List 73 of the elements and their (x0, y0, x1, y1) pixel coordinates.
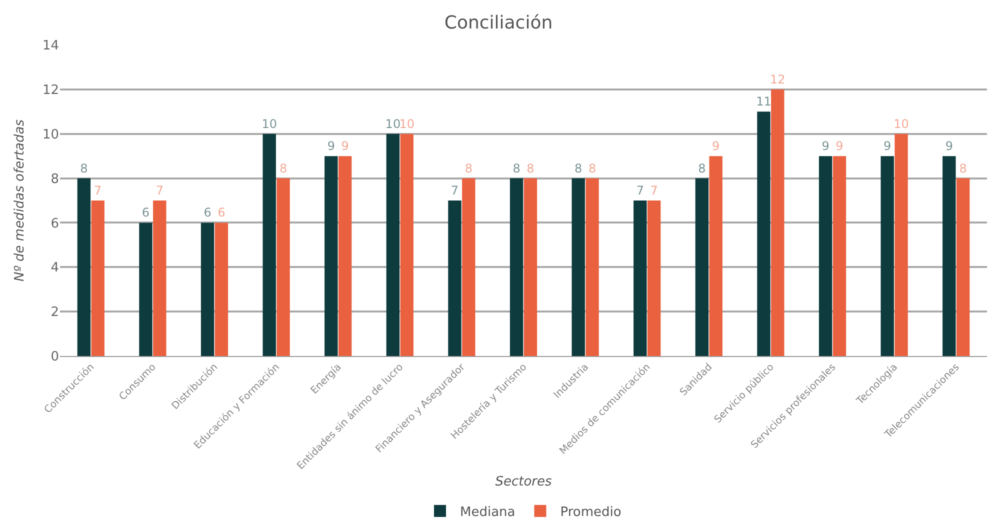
bar (832, 156, 846, 356)
bar (510, 178, 524, 356)
data-label: 8 (526, 161, 534, 176)
bar (634, 200, 647, 356)
bar (139, 222, 152, 356)
bar (262, 134, 276, 356)
data-label: 9 (836, 139, 844, 154)
y-tick-label: 14 (42, 38, 59, 54)
legend-label: Mediana (460, 505, 516, 520)
bar (647, 200, 661, 356)
y-tick-label: 6 (50, 216, 59, 232)
data-label: 9 (822, 139, 830, 154)
bar (771, 89, 784, 356)
y-tick-label: 12 (42, 82, 59, 98)
data-label: 9 (341, 139, 349, 154)
data-label: 9 (884, 139, 892, 154)
bar (214, 222, 228, 356)
data-label: 10 (894, 116, 909, 131)
data-label: 8 (588, 161, 596, 176)
data-label: 6 (204, 206, 212, 220)
bar (153, 200, 166, 356)
bar (338, 156, 352, 356)
data-label: 8 (279, 161, 288, 176)
data-label: 12 (770, 72, 786, 86)
bar (91, 200, 104, 356)
y-tick-label: 10 (42, 127, 59, 142)
data-label: 7 (94, 184, 102, 198)
bar (818, 156, 832, 356)
data-label: 10 (262, 116, 277, 131)
bar (586, 178, 599, 356)
data-label: 9 (327, 139, 335, 154)
bar (695, 178, 709, 356)
x-axis-title: Sectores (495, 474, 552, 490)
y-tick-label: 2 (50, 305, 59, 320)
y-tick-label: 4 (50, 260, 59, 276)
data-label: 10 (399, 116, 414, 131)
data-label: 6 (142, 206, 150, 220)
bar (276, 178, 290, 356)
bar (462, 178, 476, 356)
y-tick-label: 0 (50, 350, 59, 365)
data-label: 8 (574, 161, 582, 176)
bar (200, 222, 214, 356)
bar (709, 156, 722, 356)
data-label: 7 (156, 184, 164, 198)
bar (880, 156, 894, 356)
bar (400, 134, 414, 356)
data-label: 11 (756, 94, 772, 109)
bar (757, 112, 770, 356)
bar (524, 178, 538, 356)
bar (386, 134, 400, 356)
data-label: 7 (650, 184, 658, 198)
data-label: 7 (450, 184, 459, 198)
data-label: 9 (945, 139, 953, 154)
bar (942, 156, 956, 356)
data-label: 8 (959, 161, 967, 176)
legend-label: Promedio (560, 505, 622, 520)
bar (956, 178, 970, 356)
data-label: 6 (218, 206, 226, 220)
data-label: 7 (636, 184, 644, 198)
chart-title: Conciliación (444, 12, 553, 34)
bar (324, 156, 338, 356)
y-axis-title: Nº de medidas ofertadas (12, 119, 28, 282)
y-tick-label: 8 (50, 172, 59, 187)
data-label: 10 (385, 116, 401, 131)
bar (572, 178, 585, 356)
data-label: 8 (80, 161, 88, 176)
data-label: 9 (712, 139, 720, 154)
data-label: 8 (464, 161, 472, 176)
bar (77, 178, 91, 356)
data-label: 8 (512, 161, 520, 176)
data-label: 8 (698, 161, 706, 176)
bar (894, 134, 908, 356)
bar (448, 200, 462, 356)
